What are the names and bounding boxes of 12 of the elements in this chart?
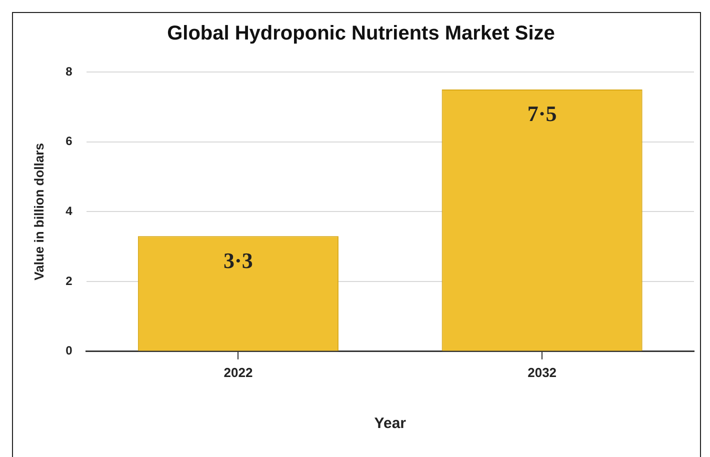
y-axis-title: Value in billion dollars xyxy=(31,143,46,280)
y-tick-label: 8 xyxy=(66,64,73,78)
y-tick-label: 0 xyxy=(66,344,73,358)
data-label: 7·5 xyxy=(527,101,557,126)
x-tick-label: 2022 xyxy=(224,364,253,380)
data-label: 3·3 xyxy=(224,248,253,273)
x-axis-title: Year xyxy=(374,415,406,432)
chart-title: Global Hydroponic Nutrients Market Size xyxy=(167,22,555,45)
x-tick-label: 2032 xyxy=(528,364,557,380)
y-tick-label: 6 xyxy=(66,134,73,148)
y-tick-label: 4 xyxy=(66,204,73,218)
y-tick-label: 2 xyxy=(66,274,73,288)
